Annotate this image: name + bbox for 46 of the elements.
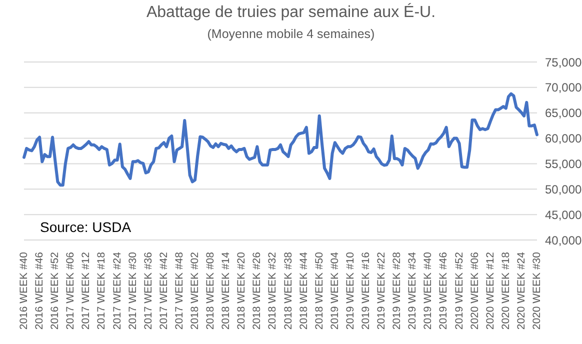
y-tick-label: 65,000 [545, 106, 582, 120]
y-tick-label: 40,000 [545, 233, 582, 248]
x-tick-label: 2020 WEEK #12 [484, 252, 496, 330]
x-tick-label: 2018 WEEK #50 [313, 252, 326, 330]
chart-subtitle: (Moyenne mobile 4 semaines) [206, 27, 376, 41]
x-tick-label: 2020 WEEK #06 [468, 252, 481, 330]
x-tick-label: 2019 WEEK #16 [360, 252, 372, 330]
x-tick-label: 2017 WEEK #36 [142, 252, 154, 330]
x-tick-label: 2016 WEEK #40 [18, 252, 30, 330]
x-tick-label: 2018 WEEK #02 [189, 252, 201, 330]
chart-title: Abattage de truies par semaine aux É-U. [145, 4, 437, 22]
x-tick-label: 2019 WEEK #28 [391, 252, 404, 330]
x-tick-label: 2019 WEEK #40 [422, 252, 434, 330]
y-tick-label: 70,000 [545, 80, 582, 95]
line-series [22, 92, 538, 187]
x-tick-label: 2017 WEEK #30 [126, 252, 139, 330]
x-tick-label: 2017 WEEK #06 [64, 252, 77, 330]
x-tick-label: 2016 WEEK #52 [49, 252, 62, 330]
x-tick-label: 2019 WEEK #52 [453, 252, 466, 330]
x-tick-label: 2017 WEEK #42 [158, 252, 170, 330]
x-tick-label: 2019 WEEK #10 [344, 252, 356, 330]
x-tick-label: 2018 WEEK #44 [298, 252, 310, 330]
x-tick-label: 2018 WEEK #08 [204, 252, 217, 330]
x-tick-label: 2019 WEEK #22 [376, 252, 388, 330]
x-tick-label: 2017 WEEK #12 [80, 252, 92, 330]
x-tick-label: 2018 WEEK #26 [251, 252, 264, 330]
x-tick-label: 2019 WEEK #46 [438, 252, 450, 330]
x-tick-label: 2018 WEEK #32 [266, 252, 279, 330]
x-tick-label: 2020 WEEK #24 [515, 252, 528, 330]
x-tick-label: 2017 WEEK #48 [173, 252, 186, 330]
y-tick-label: 50,000 [545, 182, 582, 196]
x-tick-label: 2017 WEEK #18 [96, 252, 108, 330]
y-tick-label: 75,000 [545, 55, 582, 70]
x-tick-label: 2020 WEEK #18 [500, 252, 512, 330]
x-tick-label: 2016 WEEK #46 [34, 252, 46, 330]
x-tick-label: 2017 WEEK #24 [111, 252, 124, 330]
x-tick-label: 2018 WEEK #14 [220, 252, 232, 330]
x-tick-label: 2019 WEEK #04 [328, 252, 341, 330]
x-tick-label: 2018 WEEK #20 [236, 252, 248, 330]
y-tick-label: 55,000 [545, 156, 582, 171]
x-tick-label: 2020 WEEK #30 [531, 252, 543, 330]
y-tick-label: 60,000 [545, 132, 582, 146]
y-tick-label: 45,000 [545, 208, 582, 222]
x-tick-label: 2019 WEEK #34 [406, 252, 419, 330]
x-tick-label: 2018 WEEK #38 [282, 252, 294, 330]
annotation: Source: USDA [40, 219, 132, 235]
